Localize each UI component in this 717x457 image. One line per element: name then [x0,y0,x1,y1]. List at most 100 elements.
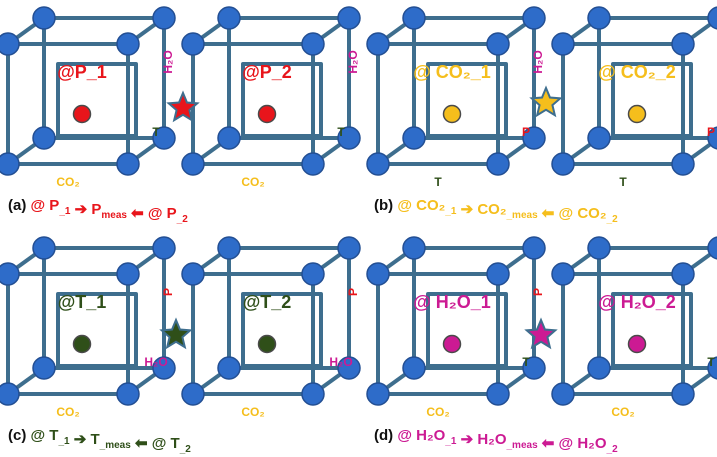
lattice-node [522,356,546,380]
cube-inner-square [426,292,508,368]
center-label: @T_2 [243,292,292,312]
caption-text: (b) @ CO₂_1 ➔ CO₂_meas ⬅ @ CO₂_2 [374,197,618,225]
axis-label-right: T [152,125,160,139]
lattice-node [366,262,390,286]
cube-inner-square [56,292,138,368]
lattice-node [707,236,717,260]
lattice-node [402,356,426,380]
lattice-node [587,356,611,380]
caption-subscript: _1 [58,206,71,217]
lattice-node [587,236,611,260]
caption-text: (c) @ T_1 ➔ T_meas ⬅ @ T_2 [8,427,191,455]
lattice-node [671,152,695,176]
lattice-node [217,6,241,30]
axis-label-bottom: CO₂ [611,405,634,419]
center-label: @ CO₂_1 [413,62,491,82]
lattice-node [707,6,717,30]
lattice-node [551,32,575,56]
lattice-node [217,356,241,380]
axis-label-top-right: P [346,288,360,296]
lattice-node [671,382,695,406]
caption-part: ➔ [70,431,91,448]
lattice-node [522,6,546,30]
lattice-node [402,236,426,260]
lattice-node [671,32,695,56]
star-b [529,85,563,118]
cube-inner-square [241,62,323,138]
lattice-node [671,262,695,286]
lattice-node [337,6,361,30]
caption-part: H₂O [477,431,506,448]
center-particle [72,334,92,354]
lattice-node [0,262,20,286]
caption-part: ➔ [456,431,477,448]
axis-label-top-right: H₂O [346,50,360,73]
cube-d-2: @ H₂O_2PCO₂T [551,236,717,419]
cube-d-1: @ H₂O_1 P CO₂ T [366,236,546,419]
lattice-node [707,126,717,150]
center-label: @P_1 [57,62,107,82]
axis-label-bottom: CO₂ [241,175,264,189]
lattice-node [32,6,56,30]
caption-part: P [91,201,101,218]
lattice-node [32,356,56,380]
cube-inner-square [56,62,138,138]
star-c [159,317,193,350]
axis-label-top-right: H₂O [531,50,545,73]
caption-part: @ H₂O [559,435,607,452]
caption-part: (c) [8,427,31,444]
axis-label-right: T [522,355,530,369]
center-particle [257,104,277,124]
caption-text: (a) @ P_1 ➔ Pmeas ⬅ @ P_2 [8,197,188,225]
lattice-node [152,6,176,30]
cube-b-2: @ CO₂_2H₂OTP [551,6,717,189]
axis-label-bottom: CO₂ [56,405,79,419]
lattice-node [522,126,546,150]
lattice-node [486,382,510,406]
caption-subscript: meas [101,210,127,221]
axis-label-top-right: P [161,288,175,296]
center-label: @ H₂O_2 [598,292,676,312]
center-label: @ H₂O_1 [413,292,491,312]
lattice-node [152,236,176,260]
lattice-node [402,126,426,150]
axis-label-top-right: H₂O [161,50,175,73]
caption-part: ➔ [456,201,477,218]
caption-part: ⬅ [538,435,559,452]
center-particle [442,104,462,124]
axis-label-right: T [337,125,345,139]
center-particle [257,334,277,354]
lattice-node [116,152,140,176]
caption-part: @ CO₂ [397,197,445,214]
axis-label-right: T [707,355,715,369]
caption-subscript: _meas [506,210,539,221]
lattice-node [402,6,426,30]
cube-c-1: @T_1 P CO₂ H₂O [0,236,176,419]
lattice-node [486,262,510,286]
cube-inner-square [426,62,508,138]
caption-subscript: _1 [444,436,457,447]
cube-inner-square [611,292,693,368]
lattice-node [0,152,20,176]
center-label: @ CO₂_2 [598,62,676,82]
lattice-node [587,6,611,30]
caption-part: (a) [8,197,31,214]
lattice-node [152,356,176,380]
axis-label-bottom: CO₂ [56,175,79,189]
star-a [166,90,200,123]
axis-label-bottom: CO₂ [426,405,449,419]
lattice-node [217,236,241,260]
lattice-node [366,382,390,406]
caption-subscript: _1 [444,206,457,217]
caption-part: ➔ [70,201,91,218]
caption-a: (a) @ P_1 ➔ Pmeas ⬅ @ P_2 [8,197,188,225]
caption-part: ⬅ [127,205,148,222]
lattice-node [116,32,140,56]
cube-back-face [597,16,717,140]
lattice-node [366,152,390,176]
lattice-node [0,382,20,406]
lattice-node [707,356,717,380]
axis-label-right: P [707,125,715,139]
caption-subscript: _1 [57,436,70,447]
caption-part: @ T [31,427,59,444]
